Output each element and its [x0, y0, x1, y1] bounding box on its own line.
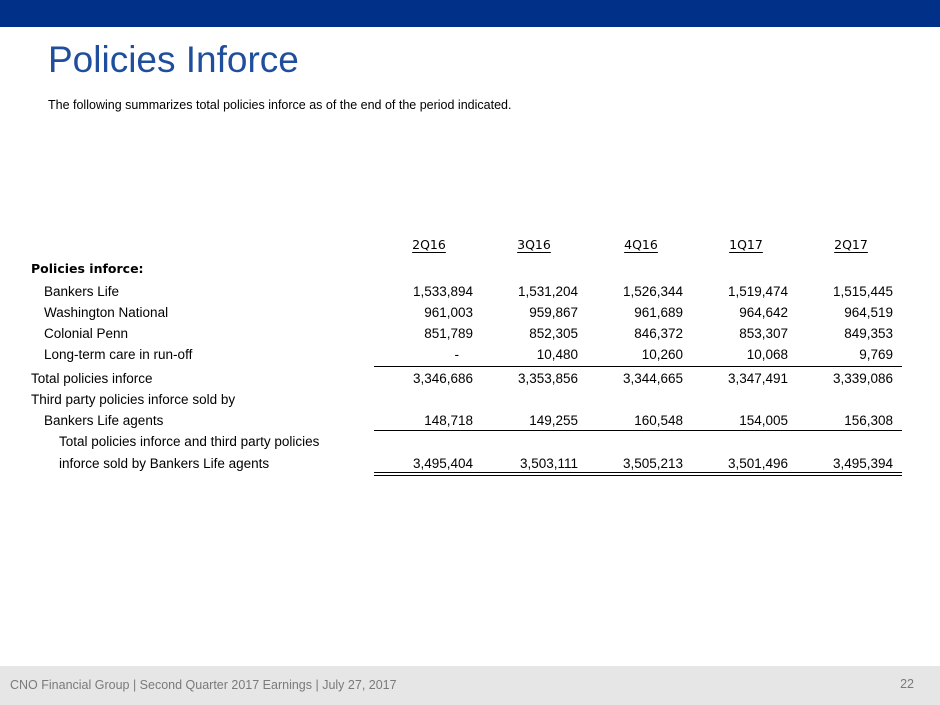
- top-banner: [0, 0, 940, 27]
- table-cell: 3,495,394: [832, 456, 893, 471]
- row-label-grand-total-line1: Total policies inforce and third party p…: [59, 434, 320, 449]
- table-cell: 9,769: [859, 347, 893, 362]
- table-cell: 160,548: [634, 413, 683, 428]
- row-label-washington-national: Washington National: [44, 305, 169, 320]
- row-label-ltc-runoff: Long-term care in run-off: [44, 347, 193, 362]
- column-header-2q17: 2Q17: [834, 237, 868, 252]
- table-cell: -: [454, 347, 460, 362]
- table-cell: 3,501,496: [727, 456, 788, 471]
- footer-bar: CNO Financial Group | Second Quarter 201…: [0, 666, 940, 705]
- table-cell: 959,867: [529, 305, 578, 320]
- section-label-policies-inforce: Policies inforce:: [31, 261, 144, 276]
- table-cell: 148,718: [424, 413, 473, 428]
- table-cell: 10,480: [536, 347, 578, 362]
- row-label-third-party: Third party policies inforce sold by: [31, 392, 236, 407]
- table-cell: 961,689: [634, 305, 683, 320]
- column-header-1q17: 1Q17: [729, 237, 763, 252]
- table-cell: 851,789: [424, 326, 473, 341]
- table-cell: 1,515,445: [832, 284, 893, 299]
- table-cell: 3,353,856: [517, 371, 578, 386]
- column-header-4q16: 4Q16: [624, 237, 658, 252]
- table-cell: 3,344,665: [622, 371, 683, 386]
- table-cell: 10,068: [746, 347, 788, 362]
- double-rule-bottom: [374, 475, 902, 476]
- table-cell: 3,505,213: [622, 456, 683, 471]
- table-cell: 149,255: [529, 413, 578, 428]
- agents-rule: [374, 430, 902, 431]
- row-label-colonial-penn: Colonial Penn: [44, 326, 129, 341]
- table-cell: 3,503,111: [519, 456, 578, 471]
- row-label-total-policies: Total policies inforce: [31, 371, 153, 386]
- table-cell: 964,519: [844, 305, 893, 320]
- table-cell: 1,531,204: [517, 284, 578, 299]
- table-cell: 846,372: [634, 326, 683, 341]
- table-cell: 3,339,086: [832, 371, 893, 386]
- table-cell: 852,305: [529, 326, 578, 341]
- table-cell: 3,347,491: [727, 371, 788, 386]
- table-cell: 1,533,894: [412, 284, 473, 299]
- table-cell: 156,308: [844, 413, 893, 428]
- page-number: 22: [900, 677, 914, 691]
- subtotal-rule: [374, 366, 902, 367]
- table-cell: 3,495,404: [412, 456, 473, 471]
- page-subtitle: The following summarizes total policies …: [48, 98, 512, 112]
- row-label-bankers-life: Bankers Life: [44, 284, 120, 299]
- table-cell: 849,353: [844, 326, 893, 341]
- table-cell: 853,307: [739, 326, 788, 341]
- page-title: Policies Inforce: [48, 39, 299, 80]
- table-cell: 964,642: [739, 305, 788, 320]
- column-header-2q16: 2Q16: [412, 237, 446, 252]
- table-cell: 10,260: [641, 347, 683, 362]
- table-cell: 3,346,686: [412, 371, 473, 386]
- row-label-grand-total-line2: inforce sold by Bankers Life agents: [59, 456, 270, 471]
- footer-text: CNO Financial Group | Second Quarter 201…: [10, 678, 397, 692]
- table-cell: 961,003: [424, 305, 473, 320]
- column-header-3q16: 3Q16: [517, 237, 551, 252]
- table-cell: 1,519,474: [727, 284, 788, 299]
- row-label-bankers-life-agents: Bankers Life agents: [44, 413, 164, 428]
- table-cell: 1,526,344: [622, 284, 683, 299]
- table-cell: 154,005: [739, 413, 788, 428]
- double-rule-top: [374, 472, 902, 473]
